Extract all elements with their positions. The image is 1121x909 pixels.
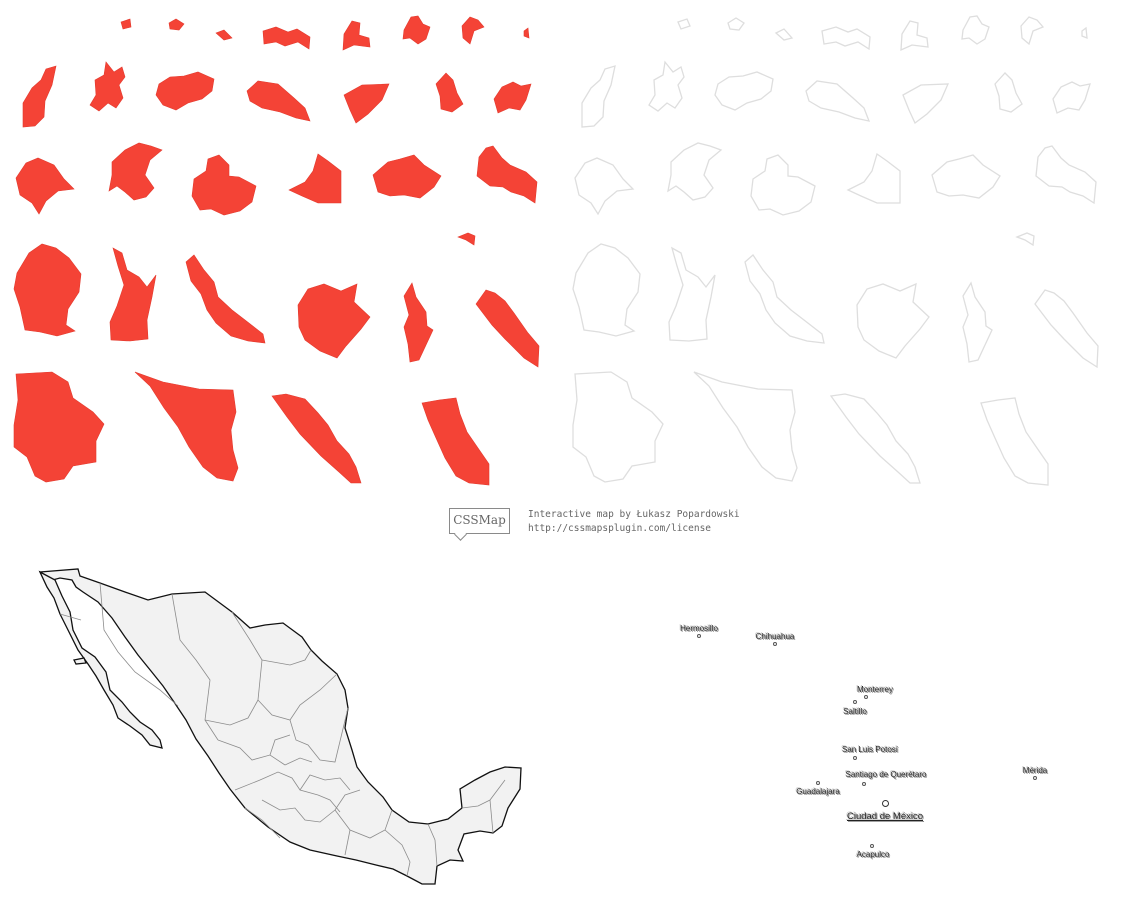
state-sprite [343,83,390,124]
state-sprite [402,15,431,45]
state-sprite [342,20,371,51]
state-sprite [421,397,490,486]
state-sprite [215,29,233,41]
state-sprite [572,243,641,337]
state-sprite [457,232,476,246]
state-sprite [1034,289,1099,369]
city-label-chihuahua[interactable]: Chihuahua [755,632,795,641]
state-sprite [1052,81,1091,114]
state-sprite [435,72,464,113]
state-sprite [572,371,664,483]
city-dot-saltillo[interactable] [853,700,857,704]
state-sprite [750,154,816,216]
city-label-merida[interactable]: Mérida [1022,766,1048,775]
state-sprite [744,254,825,344]
state-sprite [667,142,723,201]
state-sprite [372,154,442,199]
mexico-map[interactable] [38,568,522,885]
state-sprite [714,71,774,111]
state-sprite [693,371,798,482]
baja-california-peninsula[interactable] [38,570,163,749]
city-label-san-luis-potosi[interactable]: San Luis Potosí [841,745,899,754]
state-sprite [108,142,163,201]
city-dot-queretaro[interactable] [862,782,866,786]
city-label-ciudad-de-mexico[interactable]: Ciudad de México [846,811,924,822]
state-sprite [821,26,871,51]
state-sprite [902,83,950,125]
state-sprite [134,371,239,482]
state-sprite [297,283,371,359]
city-label-hermosillo[interactable]: Hermosillo [680,624,718,633]
city-label-queretaro[interactable]: Santiago de Querétaro [845,770,927,779]
city-dot-monterrey[interactable] [864,695,868,699]
state-sprite [846,152,901,204]
inactive-state-sprites [572,15,1099,486]
state-sprite [288,153,342,204]
state-sprite [476,145,538,204]
state-sprite [155,71,215,111]
city-dot-san-luis-potosi[interactable] [853,756,857,760]
state-sprite [581,65,616,128]
state-sprite [900,20,929,52]
state-sprite [120,18,132,30]
state-sprite [271,393,362,484]
license-link[interactable]: http://cssmapsplugin.com/license [528,523,712,534]
state-sprite [856,282,930,359]
active-state-sprites [13,15,540,486]
credit-line-1: Interactive map by Łukasz Popardowski [528,509,740,520]
state-sprite [1081,26,1088,40]
state-sprite [931,154,1001,199]
state-sprite [185,254,266,344]
city-dot-merida[interactable] [1033,776,1037,780]
state-sprite [262,26,311,50]
city-label-saltillo[interactable]: Saltillo [843,707,867,716]
map-credit: Interactive map by Łukasz Popardowski ht… [528,508,740,536]
state-sprite [109,247,157,342]
state-sprite [89,61,126,112]
state-sprite [191,154,257,216]
state-sprite [475,289,540,368]
state-sprite [980,397,1049,486]
capital-dot-ciudad-de-mexico[interactable] [882,800,889,807]
state-sprite [493,81,532,114]
state-sprite [574,157,635,216]
state-sprite [13,243,82,337]
state-sprite [727,17,745,31]
state-sprite [246,80,311,122]
state-sprite [523,27,530,39]
state-sprite [168,18,185,31]
city-dot-acapulco[interactable] [870,844,874,848]
mexico-outline[interactable] [38,568,522,885]
state-sprite [677,18,691,30]
state-sprite [829,393,921,484]
state-sprite [1020,16,1045,46]
state-sprite [961,15,990,45]
city-dot-guadalajara[interactable] [816,781,820,785]
city-label-guadalajara[interactable]: Guadalajara [796,787,840,796]
state-sprite [1015,232,1035,247]
state-sprite [668,246,716,342]
city-label-monterrey[interactable]: Monterrey [856,685,894,694]
state-sprite [403,282,434,363]
islands[interactable] [73,657,87,665]
state-sprite [994,72,1023,113]
state-borders [59,582,506,877]
state-sprite [774,28,794,41]
state-sprite [22,65,57,128]
state-sprite [461,16,485,45]
city-dot-hermosillo[interactable] [697,634,701,638]
cssmap-logo[interactable]: CSSMap [449,508,510,534]
state-sprite [805,80,871,122]
state-sprite [962,281,993,363]
state-sprite [1035,145,1097,205]
state-sprite [13,371,105,483]
state-sprite [15,157,75,215]
state-sprite [648,60,685,112]
city-label-acapulco[interactable]: Acapulco [856,850,890,859]
city-dot-chihuahua[interactable] [773,642,777,646]
